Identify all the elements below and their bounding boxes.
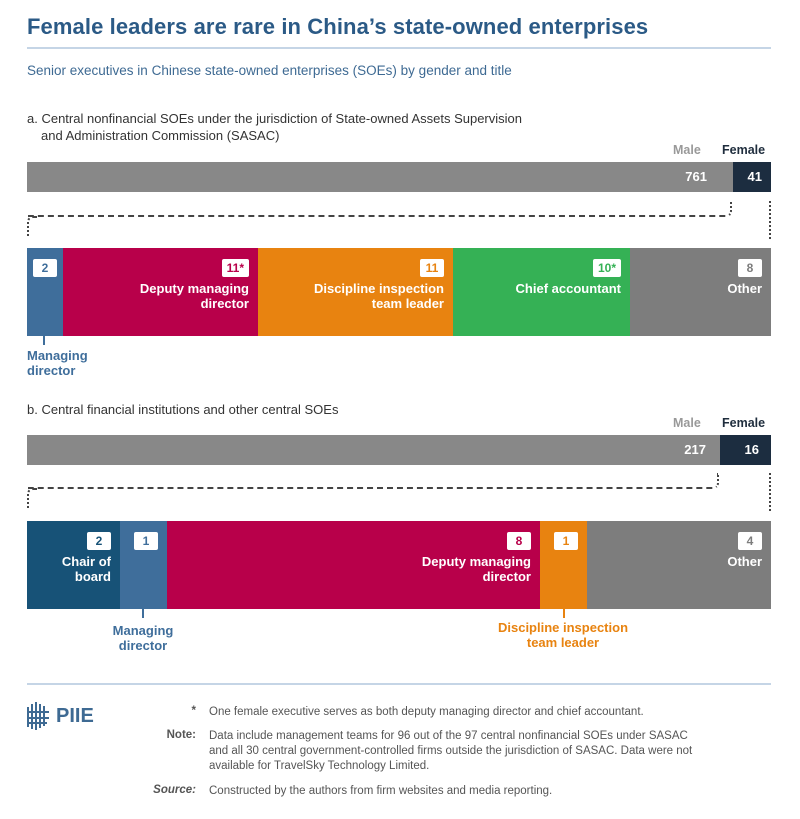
note-text: Data include management teams for 96 out… [209, 729, 692, 774]
female-bar-a: 41 [733, 162, 771, 192]
callout-line: director [27, 363, 76, 378]
segment-label: Deputy managing [139, 281, 249, 296]
connector-b-left [27, 488, 37, 508]
segment-a-managing-director: 2 [27, 248, 63, 336]
piie-building-icon [27, 702, 49, 730]
callout-b-managing-director: Managing director [93, 623, 193, 653]
segment-label: Discipline inspection [313, 281, 444, 296]
value-badge: 1 [134, 532, 158, 550]
connector-b-female [769, 473, 771, 511]
title-divider [27, 47, 771, 49]
asterisk-key: * [191, 705, 196, 717]
callout-tick [563, 609, 565, 618]
callout-line: Discipline inspection [497, 620, 629, 635]
value-badge: 2 [87, 532, 111, 550]
segment-b-chair-of-board: 2 Chair of board [27, 521, 120, 609]
value-badge: 11 [420, 259, 444, 277]
note-line: and all 30 central government-controlled… [209, 745, 693, 757]
note-line: Data include management teams for 96 out… [209, 730, 688, 742]
male-value-b: 217 [684, 442, 706, 457]
segment-a-other: 8 Other [630, 248, 771, 336]
segment-label: team leader [371, 296, 444, 311]
male-legend-a: Male [673, 143, 701, 157]
value-badge: 8 [507, 532, 531, 550]
segment-b-deputy-managing-director: 8 Deputy managing director [167, 521, 540, 609]
source-key: Source: [153, 784, 196, 796]
callout-b-discipline-inspection: Discipline inspection team leader [473, 620, 653, 650]
callout-tick [142, 609, 144, 618]
panel-a-label: a. Central nonfinancial SOEs under the j… [27, 110, 522, 144]
female-legend-a: Female [722, 143, 766, 157]
segment-b-managing-director: 1 [120, 521, 167, 609]
segment-label: Other [727, 554, 762, 569]
note-key: Note: [166, 729, 196, 741]
value-badge: 10* [592, 259, 621, 277]
source-text: Constructed by the authors from firm web… [209, 785, 553, 797]
chart-subtitle: Senior executives in Chinese state-owned… [27, 63, 512, 78]
female-value-b: 16 [744, 442, 759, 457]
connector-a-left [27, 216, 37, 236]
logo-text: PIIE [56, 704, 94, 727]
panel-a-label-line1: a. Central nonfinancial SOEs under the j… [27, 111, 522, 126]
segment-b-discipline-inspection: 1 [540, 521, 587, 609]
callout-line: Managing [27, 348, 88, 363]
male-bar-b: 217 [27, 435, 720, 465]
connector-a-right [28, 201, 732, 217]
callout-line: director [118, 638, 168, 653]
value-badge: 11* [221, 259, 249, 277]
female-bar-b: 16 [720, 435, 771, 465]
note-line: available for TravelSky Technology Limit… [209, 760, 430, 772]
footer-divider [27, 683, 771, 685]
segment-label: director [200, 296, 249, 311]
segment-label: director [482, 569, 531, 584]
chart-title: Female leaders are rare in China’s state… [27, 14, 649, 39]
male-value-a: 761 [685, 169, 707, 184]
male-bar-a: 761 [27, 162, 733, 192]
segment-label: board [74, 569, 111, 584]
callout-line: Managing [112, 623, 174, 638]
female-legend-b: Female [722, 416, 766, 430]
panel-a-label-line2: and Administration Commission (SASAC) [41, 128, 280, 143]
value-badge: 8 [738, 259, 762, 277]
female-value-a: 41 [747, 169, 762, 184]
connector-a-female [769, 201, 771, 239]
asterisk-note: One female executive serves as both depu… [209, 706, 644, 718]
value-badge: 4 [738, 532, 762, 550]
segment-a-discipline-inspection: 11 Discipline inspection team leader [258, 248, 453, 336]
value-badge: 1 [554, 532, 578, 550]
callout-tick [43, 336, 45, 345]
callout-a-managing-director: Managing director [27, 348, 88, 378]
value-badge: 2 [33, 259, 57, 277]
segment-a-chief-accountant: 10* Chief accountant [453, 248, 630, 336]
callout-line: team leader [526, 635, 600, 650]
segment-label: Chair of [61, 554, 111, 569]
segment-label: Other [727, 281, 762, 296]
connector-b-right [28, 473, 719, 489]
piie-logo: PIIE [26, 701, 94, 731]
segment-label: Deputy managing [421, 554, 531, 569]
male-legend-b: Male [673, 416, 701, 430]
panel-b-label: b. Central financial institutions and ot… [27, 402, 339, 417]
segment-b-other: 4 Other [587, 521, 771, 609]
segment-label: Chief accountant [515, 281, 621, 296]
segment-a-deputy-managing-director: 11* Deputy managing director [63, 248, 258, 336]
